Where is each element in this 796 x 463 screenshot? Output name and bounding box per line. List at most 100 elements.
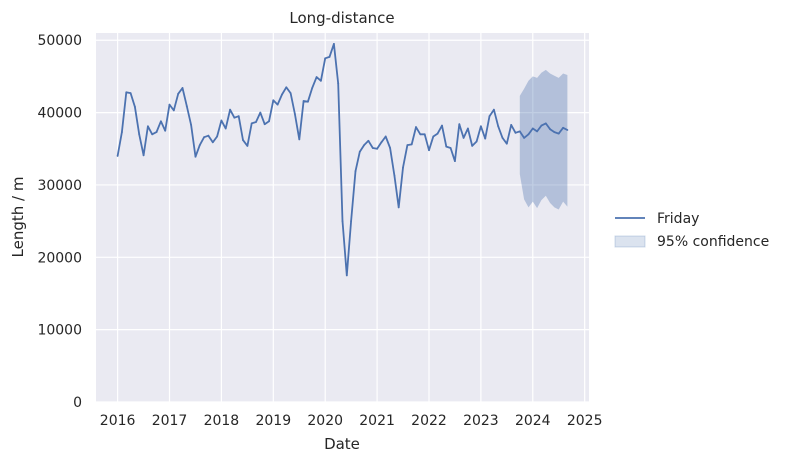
- data-point: [514, 131, 517, 134]
- y-tick-label: 0: [73, 395, 82, 411]
- data-point: [484, 137, 487, 140]
- y-gridlines: [96, 39, 589, 403]
- data-point: [488, 115, 491, 118]
- data-point: [121, 131, 123, 134]
- x-gridlines: [117, 33, 586, 402]
- data-point: [345, 274, 348, 277]
- x-tick-label: 2022: [411, 413, 447, 429]
- x-tick-label: 2021: [359, 413, 395, 429]
- data-point: [211, 141, 214, 144]
- data-point: [246, 145, 249, 147]
- x-tick-label: 2024: [515, 413, 551, 429]
- data-point: [147, 125, 149, 128]
- y-tick-labels: 0 10000 20000 30000 40000 50000: [37, 33, 82, 411]
- data-point: [263, 123, 266, 126]
- data-point: [328, 56, 331, 58]
- data-point: [259, 111, 262, 114]
- data-point: [549, 128, 551, 131]
- data-point: [142, 154, 145, 157]
- x-tick-label: 2025: [567, 413, 603, 429]
- data-point: [129, 92, 132, 94]
- data-point: [233, 116, 236, 119]
- x-axis-label: Date: [324, 435, 360, 453]
- data-point: [536, 130, 538, 133]
- data-point: [324, 57, 327, 60]
- data-point: [501, 137, 504, 139]
- data-point: [410, 143, 413, 146]
- data-point: [255, 121, 257, 123]
- data-point: [207, 134, 210, 137]
- data-point: [237, 115, 240, 118]
- confidence-band-layer: [519, 69, 568, 210]
- data-point: [402, 166, 404, 169]
- data-point: [168, 103, 171, 106]
- data-point: [172, 109, 175, 112]
- data-point: [354, 170, 357, 173]
- data-point: [540, 124, 543, 127]
- data-point: [268, 120, 270, 123]
- x-tick-label: 2017: [152, 413, 188, 429]
- x-tick-labels: 2016 2017 2018 2019 2020 2021 2022 2023 2024 2025: [100, 413, 603, 429]
- legend-label-series: Friday: [657, 211, 699, 227]
- data-point: [467, 127, 469, 130]
- data-point: [493, 108, 495, 111]
- data-point: [510, 124, 513, 126]
- data-point: [406, 144, 409, 147]
- data-point: [333, 43, 335, 45]
- data-point: [155, 131, 158, 134]
- data-point: [363, 144, 365, 147]
- data-point: [224, 127, 227, 130]
- data-point: [389, 147, 391, 149]
- data-point: [419, 133, 422, 136]
- data-point: [337, 82, 340, 85]
- data-point: [116, 155, 119, 157]
- data-point: [480, 125, 482, 128]
- data-point: [350, 220, 352, 223]
- x-tick-label: 2023: [463, 413, 499, 429]
- data-point: [566, 129, 569, 131]
- data-point: [384, 135, 387, 138]
- data-point: [497, 125, 500, 128]
- data-point: [445, 145, 448, 148]
- x-tick-label: 2019: [255, 413, 291, 429]
- data-point: [415, 126, 417, 128]
- data-point: [553, 131, 556, 134]
- y-axis-label: Length / m: [9, 177, 27, 258]
- data-point: [458, 123, 461, 126]
- data-point: [272, 99, 275, 102]
- data-point: [432, 135, 435, 138]
- data-point: [557, 132, 560, 135]
- y-tick-label: 10000: [37, 323, 82, 339]
- data-point: [397, 206, 400, 209]
- legend-band-swatch: [614, 235, 646, 248]
- data-point: [367, 139, 370, 142]
- data-point: [125, 91, 128, 94]
- data-point: [380, 141, 383, 144]
- data-point: [358, 150, 361, 153]
- x-tick-label: 2018: [204, 413, 240, 429]
- data-point: [315, 76, 318, 78]
- y-tick-label: 30000: [37, 178, 82, 194]
- x-tick-label: 2020: [307, 413, 343, 429]
- data-point: [341, 220, 344, 223]
- data-point: [294, 113, 296, 115]
- data-point: [194, 155, 197, 158]
- data-point: [302, 100, 305, 102]
- data-point: [320, 79, 322, 82]
- data-point: [527, 133, 530, 136]
- data-point: [462, 137, 465, 139]
- data-point: [276, 103, 279, 106]
- chart-title: Long-distance: [289, 9, 394, 27]
- data-point: [229, 108, 232, 111]
- data-point: [164, 129, 167, 132]
- data-point: [471, 145, 474, 147]
- data-point: [393, 174, 396, 177]
- data-point: [518, 130, 521, 133]
- data-point: [475, 140, 478, 143]
- x-tick-label: 2016: [100, 413, 136, 429]
- y-tick-label: 40000: [37, 106, 82, 122]
- data-point: [423, 133, 426, 136]
- data-point: [505, 142, 508, 145]
- data-point: [220, 119, 223, 122]
